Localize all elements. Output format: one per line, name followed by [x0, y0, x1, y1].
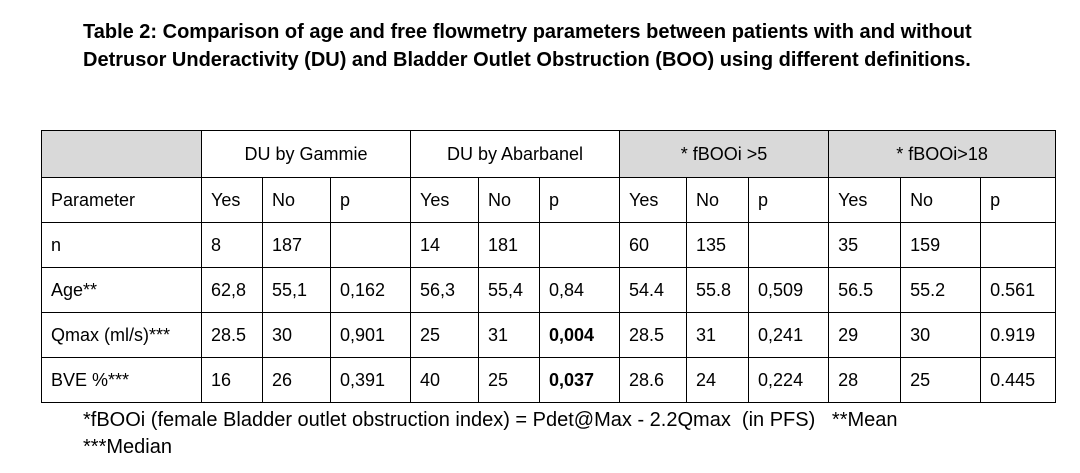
table-cell: 55,1: [262, 267, 331, 313]
table-cell: Age**: [41, 267, 202, 313]
table-cell: 25: [478, 357, 540, 403]
table-cell: 187: [262, 222, 331, 268]
table-cell: [538, 222, 621, 268]
column-header: Yes: [619, 177, 688, 223]
table-cell: 0,901: [330, 312, 411, 358]
table-row: n 8 187 14 181 60 135 35 159: [41, 222, 1057, 268]
column-header: Yes: [201, 177, 263, 223]
group-header-row: DU by Gammie DU by Abarbanel * fBOOi >5 …: [41, 130, 1057, 178]
table-footnote: *fBOOi (female Bladder outlet obstructio…: [83, 407, 1063, 461]
table-cell: 55,4: [478, 267, 540, 313]
corner-cell: [41, 130, 202, 178]
column-header: No: [900, 177, 982, 223]
table-cell: 0.561: [980, 267, 1057, 313]
table-cell: 60: [619, 222, 688, 268]
table-cell: 35: [828, 222, 902, 268]
table-row: Age** 62,8 55,1 0,162 56,3 55,4 0,84 54.…: [41, 267, 1057, 313]
table-row: BVE %*** 16 26 0,391 40 25 0,037 28.6 24…: [41, 357, 1057, 403]
table-cell: 25: [900, 357, 982, 403]
table-cell: 55.2: [900, 267, 982, 313]
table-cell: 30: [900, 312, 982, 358]
table-cell: 181: [478, 222, 540, 268]
table-cell: 0,391: [330, 357, 411, 403]
table-cell: 30: [262, 312, 331, 358]
footnote-line: ***Median: [83, 436, 172, 458]
table-cell: 25: [410, 312, 479, 358]
column-header: Parameter: [41, 177, 202, 223]
table-row: Qmax (ml/s)*** 28.5 30 0,901 25 31 0,004…: [41, 312, 1057, 358]
table-cell: 0,162: [330, 267, 411, 313]
table-cell: n: [41, 222, 202, 268]
group-header-du-gammie: DU by Gammie: [201, 130, 411, 178]
column-header-row: Parameter Yes No p Yes No p Yes No p Yes…: [41, 177, 1057, 223]
table-cell: 28.5: [201, 312, 263, 358]
table-cell: 8: [201, 222, 263, 268]
table-cell: 54.4: [619, 267, 688, 313]
table-cell: 0,509: [748, 267, 830, 313]
footnote-line: *fBOOi (female Bladder outlet obstructio…: [83, 409, 898, 431]
table-cell: [980, 222, 1057, 268]
column-header: No: [262, 177, 331, 223]
table-cell: 28: [828, 357, 902, 403]
group-header-du-abarbanel: DU by Abarbanel: [409, 130, 621, 178]
table-cell: 0,241: [748, 312, 830, 358]
table-cell: 28.6: [619, 357, 688, 403]
column-header: p: [538, 177, 621, 223]
table-cell: 0.919: [980, 312, 1057, 358]
table-cell: [748, 222, 830, 268]
table-cell: [330, 222, 411, 268]
significant-p-value: 0,037: [538, 357, 621, 403]
table-cell: 26: [262, 357, 331, 403]
table-cell: Qmax (ml/s)***: [41, 312, 202, 358]
table-cell: 55.8: [686, 267, 750, 313]
column-header: Yes: [410, 177, 479, 223]
table-cell: 16: [201, 357, 263, 403]
table-cell: 56,3: [410, 267, 479, 313]
table-cell: 0,224: [748, 357, 830, 403]
column-header: No: [686, 177, 750, 223]
table-cell: 14: [410, 222, 479, 268]
table-cell: 31: [478, 312, 540, 358]
group-header-fbooi-18: * fBOOi>18: [828, 130, 1057, 178]
table-cell: 0.445: [980, 357, 1057, 403]
comparison-table: DU by Gammie DU by Abarbanel * fBOOi >5 …: [41, 130, 1057, 403]
table-cell: 56.5: [828, 267, 902, 313]
table-cell: 135: [686, 222, 750, 268]
column-header: Yes: [828, 177, 902, 223]
table-cell: 159: [900, 222, 982, 268]
table-title: Table 2: Comparison of age and free flow…: [83, 21, 972, 71]
table-cell: 31: [686, 312, 750, 358]
column-header: p: [748, 177, 830, 223]
significant-p-value: 0,004: [538, 312, 621, 358]
table-cell: 24: [686, 357, 750, 403]
table-cell: 28.5: [619, 312, 688, 358]
table-cell: 40: [410, 357, 479, 403]
column-header: p: [330, 177, 411, 223]
table-cell: BVE %***: [41, 357, 202, 403]
column-header: No: [478, 177, 540, 223]
table-cell: 0,84: [538, 267, 621, 313]
table-cell: 62,8: [201, 267, 263, 313]
table-cell: 29: [828, 312, 902, 358]
group-header-fbooi-5: * fBOOi >5: [619, 130, 830, 178]
column-header: p: [980, 177, 1057, 223]
